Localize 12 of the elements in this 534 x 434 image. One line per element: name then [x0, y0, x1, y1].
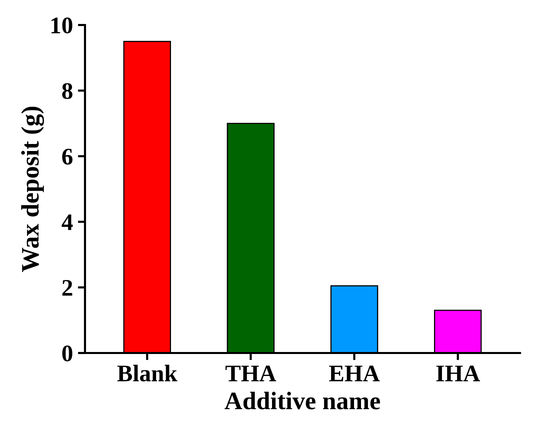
x-tick-label: EHA — [329, 366, 380, 382]
x-tick-label: Blank — [117, 364, 178, 382]
y-tick-label: 4 — [62, 214, 73, 230]
y-tick-label: 6 — [62, 148, 73, 165]
y-axis-title: Wax deposit (g) — [21, 106, 44, 272]
x-axis-title: Additive name — [224, 392, 380, 410]
y-tick-label: 0 — [62, 345, 72, 362]
x-tick-label: IHA — [436, 366, 480, 382]
y-tick-label: 8 — [62, 83, 72, 100]
y-tick-label: 10 — [51, 17, 72, 34]
y-tick-label: 2 — [62, 280, 72, 296]
x-tick-label: THA — [226, 366, 276, 382]
